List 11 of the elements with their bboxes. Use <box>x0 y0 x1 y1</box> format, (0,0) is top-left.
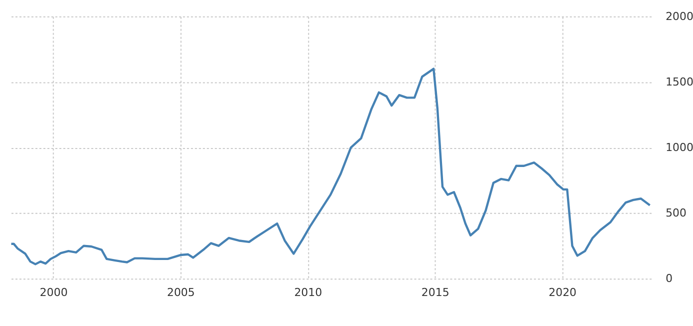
y-tick-label: 0 <box>666 272 673 286</box>
x-tick-label: 2020 <box>548 286 577 300</box>
y-tick-label: 1000 <box>666 140 693 154</box>
x-tick-label: 2010 <box>294 286 322 300</box>
y-tick-label: 2000 <box>666 10 693 23</box>
x-tick-label: 2015 <box>421 286 450 300</box>
line-series <box>10 68 651 266</box>
x-tick-label: 2000 <box>40 286 68 300</box>
y-tick-label: 1500 <box>666 75 693 88</box>
x-tick-label: 2005 <box>166 286 195 300</box>
y-tick-label: 500 <box>666 206 687 220</box>
